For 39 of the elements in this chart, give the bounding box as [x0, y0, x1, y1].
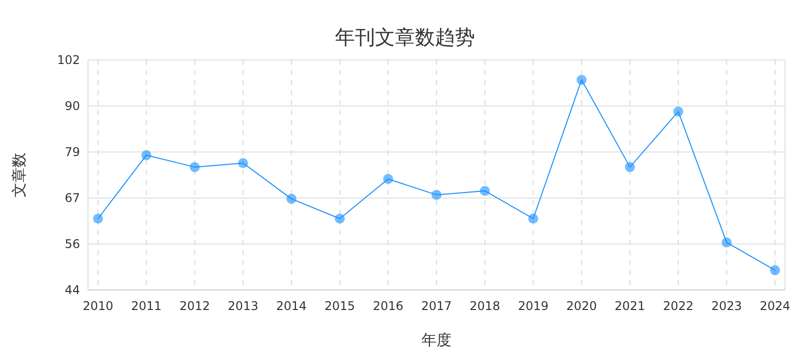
x-tick-label: 2015: [324, 299, 356, 313]
point: [528, 214, 538, 224]
y-tick-label: 67: [64, 191, 80, 205]
point: [770, 265, 780, 276]
point: [141, 150, 152, 160]
chart-title: 年刊文章数趋势: [335, 25, 475, 49]
x-axis-title: 年度: [422, 331, 452, 349]
x-tick-label: 2024: [760, 299, 790, 313]
x-tick-label: 2013: [228, 299, 258, 313]
point: [93, 214, 103, 224]
point: [480, 186, 490, 196]
y-tick-label: 90: [64, 99, 80, 113]
point: [722, 237, 732, 248]
x-tick-label: 2020: [566, 299, 597, 313]
x-tick-label: 2019: [518, 299, 548, 313]
point: [286, 194, 296, 204]
point: [432, 190, 442, 200]
x-tick-label: 2023: [711, 299, 742, 313]
y-tick-label: 56: [64, 237, 80, 251]
x-tick-label: 2017: [421, 299, 452, 313]
point: [576, 74, 587, 85]
x-tick-label: 2014: [276, 299, 307, 313]
x-tick-label: 2016: [372, 299, 404, 313]
point: [673, 106, 684, 117]
point: [190, 162, 200, 172]
point: [383, 174, 394, 184]
x-tick-label: 2018: [470, 299, 500, 313]
x-tick-label: 2011: [131, 299, 162, 313]
point: [624, 162, 635, 172]
y-tick-label: 102: [57, 53, 80, 67]
x-tick-label: 2012: [179, 299, 210, 313]
y-axis-title: 文章数: [10, 152, 28, 198]
point: [334, 214, 345, 224]
y-tick-label: 44: [64, 283, 80, 297]
x-tick-label: 2022: [663, 299, 694, 313]
x-tick-label: 2021: [614, 299, 646, 313]
y-tick-label: 79: [64, 145, 80, 159]
point: [238, 158, 248, 168]
x-tick-label: 2010: [82, 299, 114, 313]
